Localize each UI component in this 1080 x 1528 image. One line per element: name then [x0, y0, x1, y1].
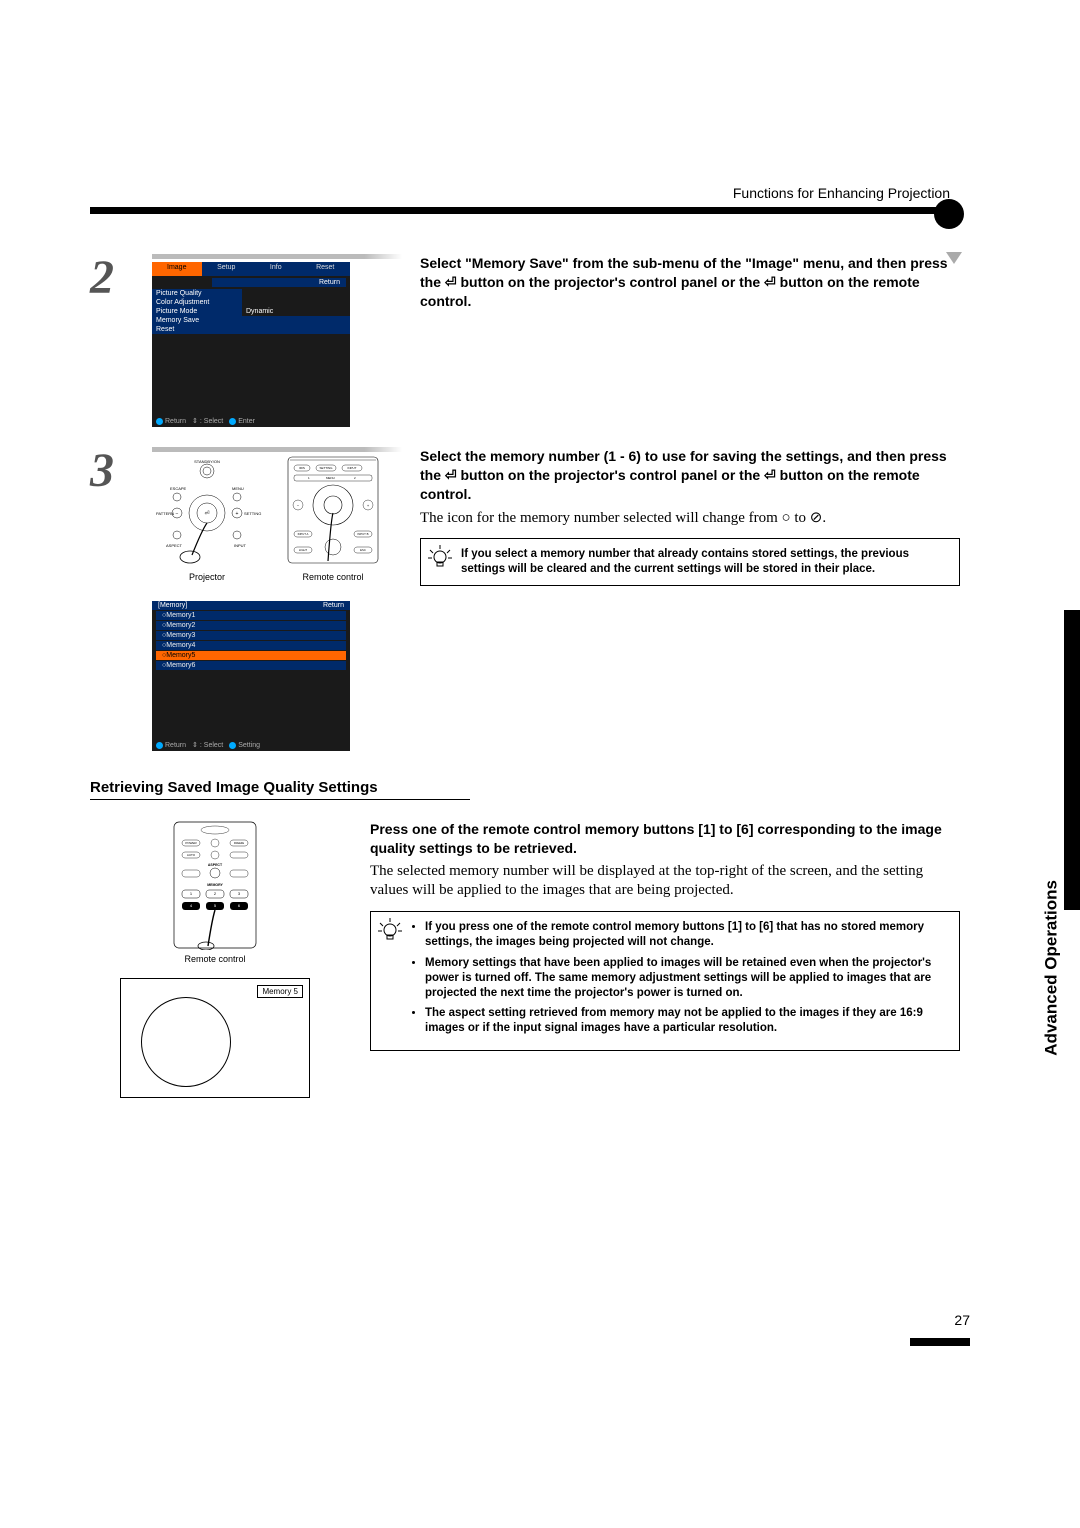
remote2-label: Remote control	[184, 954, 245, 964]
step-3-lead-bar	[152, 447, 402, 452]
header-dot	[934, 199, 964, 229]
mem-item-6: ○Memory6	[156, 661, 346, 670]
remote-diagram: IRIS SETTING INPUT 1 MENU 2 − + INPUT A IN…	[278, 455, 388, 585]
menu-tab-setup: Setup	[202, 262, 252, 276]
menu-tab-image: Image	[152, 262, 202, 276]
svg-text:FREEZE: FREEZE	[234, 841, 245, 845]
proj-aspect-label: ASPECT	[166, 543, 183, 548]
step-2-number: 2	[90, 254, 134, 302]
lower-tip-1: If you press one of the remote control m…	[425, 920, 951, 950]
lower-tip-2: Memory settings that have been applied t…	[425, 956, 951, 1001]
mem-title: [Memory]	[158, 602, 187, 609]
menu-row-reset: Reset	[152, 325, 350, 334]
side-tab-label: Advanced Operations	[1042, 880, 1062, 1056]
page-number: 27	[954, 1312, 970, 1328]
remote-label: Remote control	[278, 572, 388, 582]
memory-badge: Memory 5	[257, 985, 303, 998]
projector-label: Projector	[152, 572, 262, 582]
lower-row: POWER FREEZE AUTO ASPECT MEMORY 1 2 3 4 …	[90, 820, 960, 1098]
step-3-row: 3 STANDBY/ON ESCAPE MENU ⏎	[90, 447, 960, 751]
svg-text:AUTO: AUTO	[187, 853, 196, 857]
svg-text:MENU: MENU	[326, 476, 335, 480]
proj-setting-label: SETTING	[244, 511, 261, 516]
lower-left: POWER FREEZE AUTO ASPECT MEMORY 1 2 3 4 …	[90, 820, 340, 1098]
menu-footer: Return ⇕ :Select Enter	[156, 417, 346, 425]
page-number-bar	[910, 1338, 970, 1346]
continue-arrow-icon	[946, 252, 962, 264]
step-3-text: Select the memory number (1 - 6) to use …	[420, 447, 960, 586]
lower-tip-box: If you press one of the remote control m…	[370, 911, 960, 1052]
mem-return: Return	[323, 602, 344, 609]
remote-diagram-2: POWER FREEZE AUTO ASPECT MEMORY 1 2 3 4 …	[170, 820, 260, 950]
step-3-bold: Select the memory number (1 - 6) to use …	[420, 447, 960, 504]
mem-item-1: ○Memory1	[156, 611, 346, 620]
remote-setting-label: SETTING	[319, 466, 333, 470]
svg-text:3: 3	[238, 891, 241, 896]
svg-text:MEMORY: MEMORY	[207, 883, 223, 887]
remote-iris-label: IRIS	[299, 466, 305, 470]
svg-text:2: 2	[354, 476, 356, 480]
menu-tab-reset: Reset	[301, 262, 351, 276]
lightbulb-icon	[427, 545, 453, 571]
proj-menu-label: MENU	[232, 486, 244, 491]
step-3-graphic: STANDBY/ON ESCAPE MENU ⏎ − +	[152, 447, 402, 751]
menu-screenshot: Image Setup Info Reset Return Picture Qu…	[152, 262, 350, 427]
mem-item-5: ○Memory5	[156, 651, 346, 660]
section-heading: Retrieving Saved Image Quality Settings	[90, 779, 470, 800]
side-black-bar	[1064, 610, 1080, 910]
svg-text:ASPECT: ASPECT	[208, 863, 223, 867]
svg-text:+: +	[367, 503, 370, 508]
projection-box: Memory 5	[120, 978, 310, 1098]
header-breadcrumb: Functions for Enhancing Projection	[90, 185, 960, 201]
remote-inputb-label: INPUT B	[358, 532, 369, 536]
step-2-bold: Select "Memory Save" from the sub-menu o…	[420, 254, 960, 311]
projector-diagram: STANDBY/ON ESCAPE MENU ⏎ − +	[152, 455, 262, 585]
projection-circle-icon	[141, 997, 231, 1087]
menu-row-memory-save: Memory Save	[152, 316, 350, 325]
svg-text:2: 2	[214, 891, 217, 896]
lightbulb-icon	[377, 918, 403, 944]
step-2-lead-bar	[152, 254, 402, 259]
menu-row-picture-mode: Picture Mode	[152, 307, 242, 316]
lower-tip-3: The aspect setting retrieved from memory…	[425, 1006, 951, 1036]
menu-return: Return	[212, 278, 346, 287]
svg-text:−: −	[176, 511, 179, 517]
svg-text:1: 1	[190, 891, 193, 896]
menu-row-color-adjustment: Color Adjustment	[152, 298, 242, 307]
step-2-graphic: Image Setup Info Reset Return Picture Qu…	[152, 254, 402, 427]
step-2-text: Select "Memory Save" from the sub-menu o…	[420, 254, 960, 311]
mem-footer: Return ⇕ :Select Setting	[156, 741, 346, 749]
memory-list-screenshot: [Memory] Return ○Memory1 ○Memory2 ○Memor…	[152, 601, 350, 751]
mem-item-2: ○Memory2	[156, 621, 346, 630]
step-3-number: 3	[90, 447, 134, 495]
menu-row-picture-quality: Picture Quality	[152, 289, 242, 298]
mem-item-4: ○Memory4	[156, 641, 346, 650]
svg-text:−: −	[297, 503, 300, 508]
page-content: Functions for Enhancing Projection 2 Ima…	[90, 185, 960, 1098]
svg-text:+: +	[236, 511, 239, 517]
lower-body: The selected memory number will be displ…	[370, 862, 960, 901]
lower-right: Press one of the remote control memory b…	[370, 820, 960, 1098]
step-2-row: 2 Image Setup Info Reset Return Picture …	[90, 254, 960, 427]
step-3-tip-text: If you select a memory number that alrea…	[461, 548, 909, 575]
svg-text:⏎: ⏎	[204, 510, 209, 517]
remote-input-label: INPUT	[348, 466, 357, 470]
proj-pattern-label: PATTERN	[156, 511, 174, 516]
header-rule	[90, 207, 960, 214]
lower-bold: Press one of the remote control memory b…	[370, 820, 960, 858]
svg-text:1: 1	[308, 476, 310, 480]
svg-text:POWER: POWER	[185, 841, 197, 845]
mem-item-3: ○Memory3	[156, 631, 346, 640]
remote-inputa-label: INPUT A	[298, 532, 309, 536]
remote-light-label: LIGHT	[299, 548, 308, 552]
menu-tab-info: Info	[251, 262, 301, 276]
proj-standby-label: STANDBY/ON	[194, 459, 220, 464]
step-3-body: The icon for the memory number selected …	[420, 508, 960, 528]
proj-escape-label: ESCAPE	[170, 486, 187, 491]
step-3-tip: If you select a memory number that alrea…	[420, 538, 960, 586]
remote-esc-label: ESC	[360, 548, 366, 552]
proj-input-label: INPUT	[234, 543, 247, 548]
